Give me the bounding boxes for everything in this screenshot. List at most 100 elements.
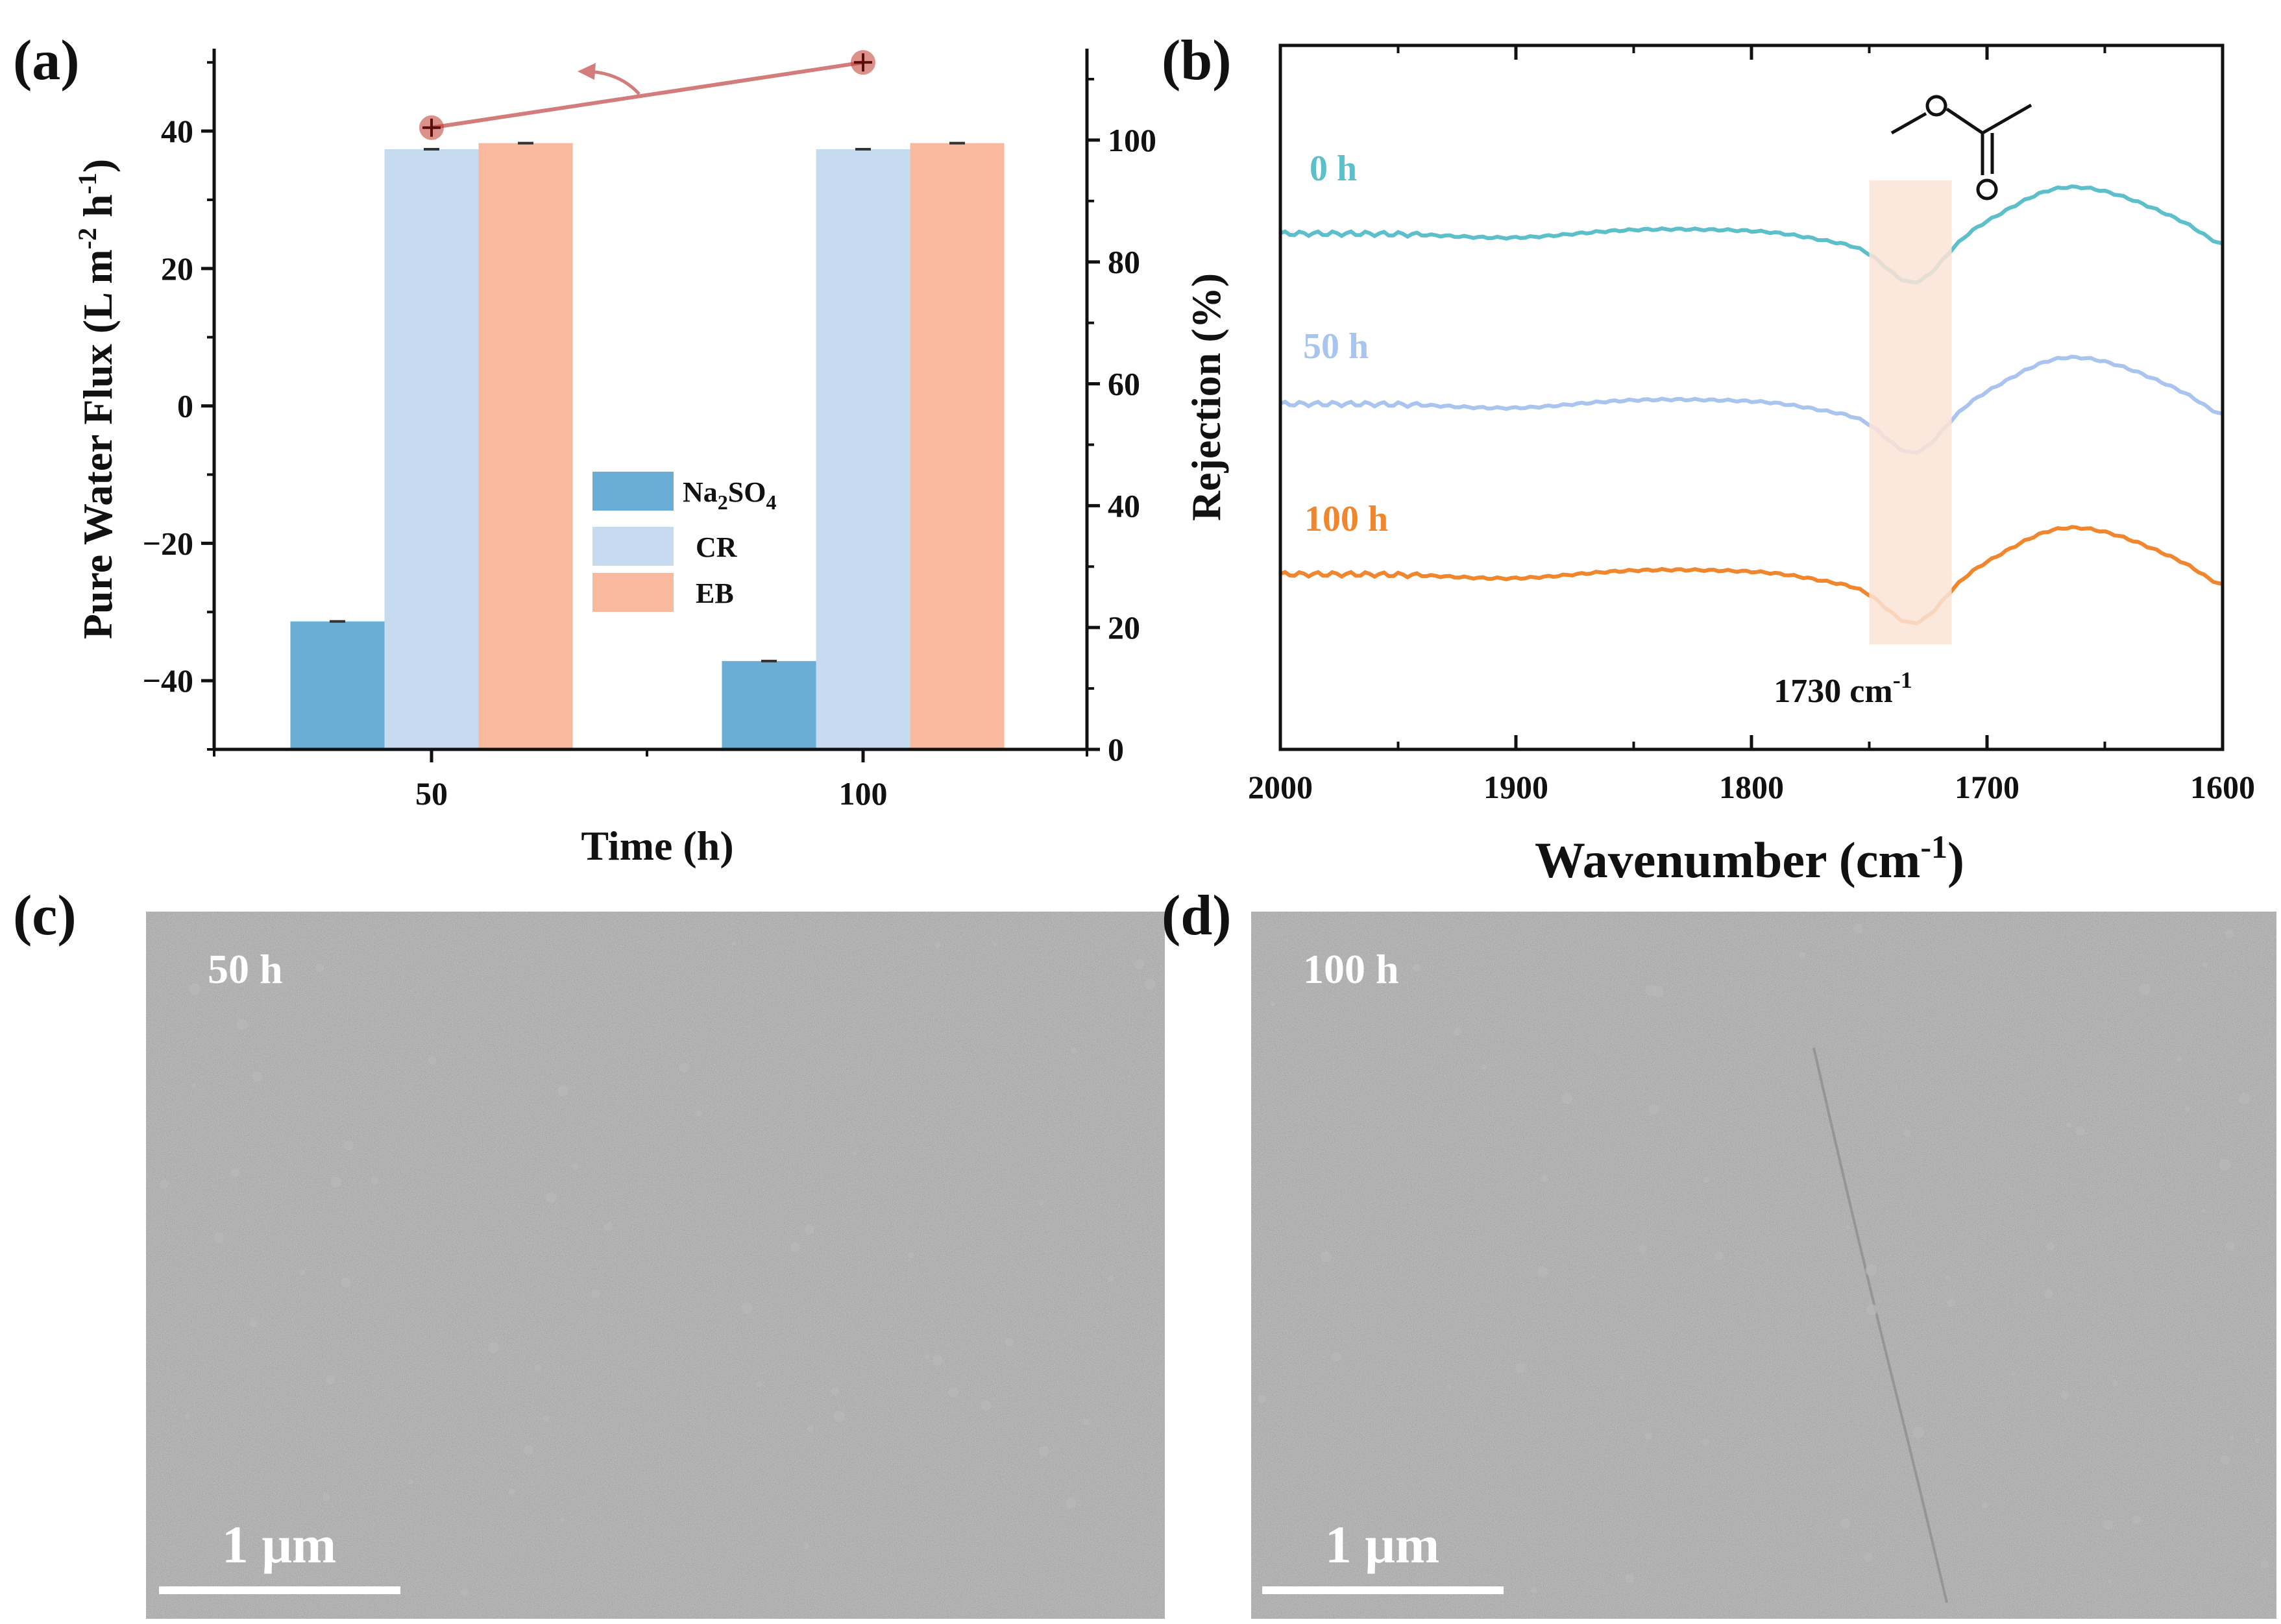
sem-particle bbox=[1714, 1251, 1724, 1261]
spectra-curves bbox=[1279, 184, 2223, 625]
sem-particle bbox=[1703, 1176, 1710, 1183]
bars bbox=[290, 143, 1005, 750]
highlight-band-1730 bbox=[1869, 180, 1952, 644]
sem-particle bbox=[545, 1192, 557, 1203]
panel-d-sem-image: (d) 100 h 1 μm bbox=[1162, 884, 2276, 1619]
spectrum-curve-50h bbox=[1279, 354, 2223, 455]
sem-particle bbox=[925, 1354, 930, 1359]
x-tick-label: 1600 bbox=[2190, 769, 2255, 805]
sem-particle bbox=[803, 1542, 810, 1549]
sem-particle bbox=[1515, 1363, 1526, 1374]
x-tick-label: 50 bbox=[415, 775, 448, 812]
sem-particle bbox=[408, 1479, 413, 1485]
sem-time-label: 100 h bbox=[1303, 946, 1399, 992]
spectrum-curve-0h bbox=[1279, 184, 2223, 285]
sem-particle bbox=[1863, 1552, 1873, 1562]
sem-particle bbox=[831, 1387, 839, 1395]
sem-particle bbox=[1038, 1200, 1044, 1206]
sem-particle bbox=[1412, 963, 1421, 972]
sem-particle bbox=[1083, 1418, 1090, 1425]
sem-particle bbox=[1639, 1244, 1647, 1253]
sem-particle bbox=[992, 942, 997, 947]
sem-particle bbox=[2176, 1056, 2182, 1062]
sem-particle bbox=[508, 1488, 515, 1495]
sem-particle bbox=[1005, 1338, 1014, 1347]
bar-cr-50 bbox=[384, 149, 479, 749]
sem-particle bbox=[428, 1056, 437, 1065]
y-right-tick-label: 40 bbox=[1108, 487, 1140, 524]
sem-particle bbox=[252, 1071, 262, 1082]
sem-particle bbox=[696, 1109, 703, 1117]
y-tick-label: 40 bbox=[161, 113, 193, 149]
y-tick-label: 0 bbox=[177, 388, 193, 424]
legend-label-eb: EB bbox=[696, 577, 734, 609]
sem-particle bbox=[1107, 1275, 1114, 1282]
sem-particle bbox=[560, 1517, 565, 1522]
sem-particle bbox=[343, 1140, 354, 1151]
spectrum-curve-100h bbox=[1279, 525, 2223, 625]
panel-label-b: (b) bbox=[1162, 29, 1232, 92]
sem-particle bbox=[948, 1387, 959, 1398]
ester-structure-icon bbox=[1890, 95, 2032, 200]
sem-particle bbox=[1702, 1438, 1710, 1446]
x-axis-title: Time (h) bbox=[581, 823, 733, 869]
sem-particle bbox=[160, 1180, 169, 1189]
sem-particle bbox=[543, 1415, 549, 1422]
error-bars bbox=[330, 141, 965, 662]
y-axis-title: Rejection (%) bbox=[1183, 273, 1229, 521]
sem-particle bbox=[1038, 1446, 1049, 1457]
sem-particle bbox=[981, 1400, 992, 1411]
sem-particle bbox=[1145, 978, 1156, 989]
sem-particle bbox=[315, 963, 324, 973]
legend-swatch-na2so4 bbox=[592, 472, 674, 511]
sem-particle bbox=[1561, 1093, 1573, 1104]
sem-particle bbox=[2011, 1372, 2016, 1376]
scale-bar bbox=[159, 1586, 400, 1594]
sem-particle bbox=[1866, 1304, 1878, 1316]
x-tick-label: 2000 bbox=[1248, 769, 1313, 805]
y-axis-title: Pure Water Flux (L m-2 h-1) bbox=[73, 159, 121, 639]
sem-particle bbox=[191, 1083, 197, 1088]
sem-particle bbox=[1620, 1376, 1624, 1380]
bar-eb-100 bbox=[910, 143, 1005, 750]
panel-label-c: (c) bbox=[13, 884, 77, 947]
scale-bar-label: 1 μm bbox=[1325, 1515, 1439, 1574]
panel-label-d: (d) bbox=[1162, 884, 1232, 947]
sem-particle bbox=[2225, 1241, 2236, 1251]
sem-image-texture bbox=[1251, 912, 2276, 1619]
sem-particle bbox=[557, 1085, 569, 1097]
y-tick-label: −40 bbox=[143, 662, 194, 699]
y-right-tick-label: 0 bbox=[1108, 731, 1124, 768]
sem-particle bbox=[1065, 1497, 1077, 1509]
sem-particle bbox=[2225, 930, 2234, 939]
sem-particle bbox=[299, 1269, 306, 1276]
x-tick-label: 100 bbox=[839, 775, 888, 812]
axis-pointer-arrow bbox=[587, 69, 640, 95]
sem-particle bbox=[1270, 1001, 1275, 1006]
y-right-tick-label: 100 bbox=[1108, 122, 1156, 158]
sem-particle bbox=[322, 1494, 330, 1502]
sem-particle bbox=[2047, 1242, 2055, 1251]
sem-particle bbox=[1481, 1064, 1487, 1070]
panel-label-a: (a) bbox=[13, 29, 80, 92]
sem-particle bbox=[523, 1445, 533, 1455]
sem-particle bbox=[1446, 1384, 1451, 1389]
sem-particle bbox=[741, 1302, 753, 1314]
plot-frame bbox=[1278, 43, 2225, 751]
sem-particle bbox=[2107, 1579, 2112, 1583]
sem-particle bbox=[2139, 983, 2151, 995]
peak-annotation: 1730 cm-1 bbox=[1774, 667, 1912, 710]
sem-particle bbox=[2238, 1093, 2250, 1105]
panel-a-bar-chart: (a) −40 −20 0 20 40 0 20 40 60 80 100 50 100 Na2SO… bbox=[13, 29, 1156, 869]
sem-particle bbox=[237, 1019, 248, 1030]
sem-particle bbox=[591, 1289, 600, 1298]
sem-particle bbox=[249, 1320, 258, 1327]
scale-bar bbox=[1262, 1586, 1504, 1594]
sem-particle bbox=[604, 1222, 613, 1231]
sem-particle bbox=[805, 1224, 814, 1235]
x-tick-label: 1900 bbox=[1483, 769, 1548, 805]
sem-particle bbox=[1912, 1426, 1924, 1438]
sem-particle bbox=[2220, 1455, 2230, 1465]
sem-particle bbox=[1454, 1028, 1462, 1036]
sem-particle bbox=[2075, 1126, 2085, 1136]
